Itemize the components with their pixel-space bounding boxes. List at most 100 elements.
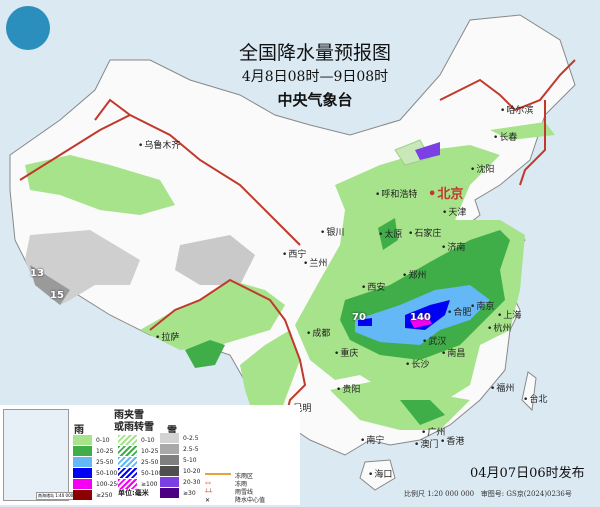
city-label: 福州 (490, 381, 514, 394)
legend-swatch-rain (73, 435, 92, 445)
city-label: 合肥 (447, 305, 471, 318)
issuer: 中央气象台 (277, 91, 353, 109)
legend-label-rain: 50-100 (96, 470, 118, 477)
legend-label-snow: 10-20 (183, 468, 201, 475)
snow-area-north (415, 142, 440, 160)
legend-label-rain: 100-250 (96, 481, 122, 488)
city-label: 西宁 (282, 247, 306, 260)
city-label: 呼和浩特 (375, 187, 417, 200)
city-label: 西安 (361, 280, 385, 293)
legend-label-sleet: 10-25 (141, 448, 159, 455)
legend-label-snow: 2.5-5 (183, 446, 199, 453)
city-label: 长沙 (405, 357, 429, 370)
city-label: 重庆 (334, 346, 358, 359)
cma-logo (6, 6, 50, 50)
legend-label-snow: 0-2.5 (183, 435, 199, 442)
legend-symbol-label: 雨雪线 (235, 489, 254, 496)
snow-area-central (175, 235, 255, 285)
legend-symbol-icon: ** (205, 481, 211, 488)
legend-label-sleet: 50-100 (141, 470, 163, 477)
legend-symbol-icon: ✕ (205, 497, 211, 504)
legend-swatch-snow (160, 433, 179, 443)
legend-label-rain: 0-10 (96, 437, 110, 444)
rain-snow-lines (19, 59, 576, 441)
city-label: 郑州 (402, 268, 426, 281)
legend-sleet-title-2: 或雨转雪 (114, 422, 154, 433)
city-label: 银川 (320, 225, 344, 238)
legend-label-snow: 20-30 (183, 479, 201, 486)
legend-swatch-snow (160, 477, 179, 487)
legend-rain-title: 雨 (74, 425, 84, 436)
scale-text: 比例尺 1:20 000 000 (404, 490, 475, 498)
map-title: 全国降水量预报图 (238, 42, 391, 64)
legend-swatch-sleet (118, 457, 137, 467)
forecast-period: 4月8日08时—9日08时 (241, 69, 389, 85)
legend-label-rain: 25-50 (96, 459, 114, 466)
rain-10-25-sw (185, 340, 225, 368)
city-label: 昆明 (287, 401, 311, 414)
legend-swatch-snow (160, 455, 179, 465)
legend-label-rain: 10-25 (96, 448, 114, 455)
precip-center-value: 70 (352, 312, 366, 323)
legend-swatch-rain (73, 479, 92, 489)
city-label: 济南 (441, 240, 465, 253)
city-label: 澳门 (414, 437, 438, 450)
legend-swatch-sleet (118, 479, 137, 489)
rain-50-100-west (358, 318, 372, 326)
city-label: 兰州 (303, 256, 327, 269)
legend-swatch-rain (73, 468, 92, 478)
legend-swatch-sleet (118, 468, 137, 478)
legend-swatch-snow (160, 488, 179, 498)
map-scale: 比例尺 1:20 000 000 审图号: GS京(2024)0236号 (404, 489, 572, 499)
legend-snow-title: 雪 (167, 426, 177, 437)
city-label: 武汉 (422, 334, 446, 347)
legend-label-sleet: 0-10 (141, 437, 155, 444)
precip-center-value: 13 (30, 268, 44, 279)
city-label: 成都 (306, 326, 330, 339)
city-label: 石家庄 (408, 226, 441, 239)
legend-swatch-rain (73, 446, 92, 456)
legend-label-sleet: 25-50 (141, 459, 159, 466)
legend-swatch-sleet (118, 435, 137, 445)
rain-100-250 (410, 316, 432, 328)
legend-swatch-rain (73, 490, 92, 500)
legend-swatch-sleet (118, 446, 137, 456)
legend-swatch-snow (160, 444, 179, 454)
legend-symbol-label: 冻雨 (235, 481, 248, 488)
legend-symbol-label: 降水中心值 (235, 497, 266, 504)
legend-unit: 单位:毫米 (118, 489, 149, 497)
city-label: 香港 (440, 434, 464, 447)
city-label: 太原 (378, 227, 402, 240)
legend-label-snow: ≥30 (183, 490, 196, 497)
rain-10-25-south (400, 400, 445, 425)
south-china-sea-inset (3, 409, 69, 501)
city-label: 南宁 (360, 433, 384, 446)
city-label: 上海 (497, 308, 521, 321)
legend-label-snow: 5-10 (183, 457, 197, 464)
precip-center-value: 140 (410, 312, 431, 323)
legend-symbol-label: 冻雨区 (235, 473, 254, 480)
city-label: 广州 (421, 425, 445, 438)
legend-label-rain: ≥250 (96, 492, 113, 499)
city-label: 贵阳 (336, 382, 360, 395)
capital-label: 北京 (428, 183, 463, 202)
city-label: 台北 (523, 392, 547, 405)
city-label: 长春 (493, 130, 517, 143)
legend-swatch-rain (73, 457, 92, 467)
city-label: 海口 (368, 467, 392, 480)
city-label: 天津 (442, 205, 466, 218)
city-label: 杭州 (487, 321, 511, 334)
city-label: 沈阳 (470, 162, 494, 175)
snow-area-west-heavy (30, 265, 70, 305)
legend-sleet-title-1: 雨夹雪 (114, 410, 144, 421)
city-label: 南昌 (441, 346, 465, 359)
city-label: 乌鲁木齐 (138, 138, 180, 151)
legend-swatch-snow (160, 466, 179, 476)
city-label: 哈尔滨 (500, 103, 533, 116)
precip-center-value: 15 (50, 290, 64, 301)
legend-symbol-icon: ┴┴ (205, 489, 213, 496)
review-number: 审图号: GS京(2024)0236号 (480, 490, 572, 498)
legend-symbol-icon (205, 473, 231, 475)
legend-label-sleet: ≥100 (141, 481, 158, 488)
city-label: 南京 (470, 299, 494, 312)
